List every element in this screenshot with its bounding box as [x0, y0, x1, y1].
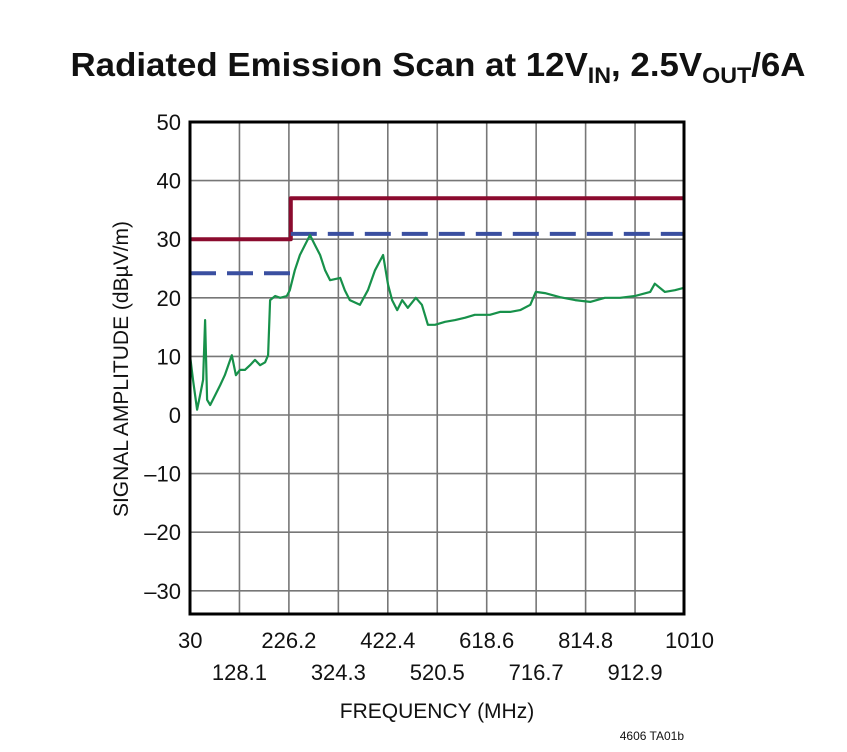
chart-title: Radiated Emission Scan at 12V IN, 2.5V OUT… — [71, 46, 806, 88]
footnote: 4606 TA01b — [620, 729, 685, 743]
y-tick-label: 0 — [169, 403, 181, 428]
title-text: /6A — [751, 46, 805, 83]
title-text: Radiated Emission Scan at 12V — [71, 46, 588, 83]
y-axis-label: SIGNAL AMPLITUDE (dBµV/m) — [110, 221, 133, 517]
y-tick-label: –30 — [144, 579, 181, 604]
x-tick-label: 1010 — [665, 628, 714, 653]
title-subscript: IN — [588, 63, 611, 88]
y-tick-label: 20 — [157, 286, 181, 311]
plot-frame — [188, 120, 686, 616]
x-tick-label: 520.5 — [410, 660, 465, 685]
y-tick-label: –20 — [144, 520, 181, 545]
series-group — [188, 196, 685, 411]
x-tick-label: 716.7 — [509, 660, 564, 685]
x-tick-label: 422.4 — [360, 628, 415, 653]
x-tick-label: 912.9 — [608, 660, 663, 685]
x-tick-label: 618.6 — [459, 628, 514, 653]
y-tick-label: 10 — [157, 344, 181, 369]
x-tick-labels: 30 128.1 226.2 324.3 422.4 520.5 618.6 716.7 814… — [178, 628, 714, 685]
y-tick-label: 40 — [157, 169, 181, 194]
x-tick-label: 30 — [178, 628, 202, 653]
y-tick-label: 50 — [157, 110, 181, 135]
x-tick-label: 324.3 — [311, 660, 366, 685]
title-subscript: OUT — [702, 63, 752, 88]
y-tick-label: 30 — [157, 227, 181, 252]
x-tick-label: 128.1 — [212, 660, 267, 685]
y-tick-label: –10 — [144, 462, 181, 487]
x-axis-label: FREQUENCY (MHz) — [340, 700, 534, 723]
grid — [189, 121, 685, 614]
limit-line-red — [190, 196, 684, 242]
emission-trace — [188, 234, 685, 411]
y-tick-labels: 50 40 30 20 10 0 –10 –20 –30 — [144, 110, 181, 604]
x-tick-label: 226.2 — [261, 628, 316, 653]
title-text: , 2.5V — [611, 46, 702, 83]
x-tick-label: 814.8 — [558, 628, 613, 653]
